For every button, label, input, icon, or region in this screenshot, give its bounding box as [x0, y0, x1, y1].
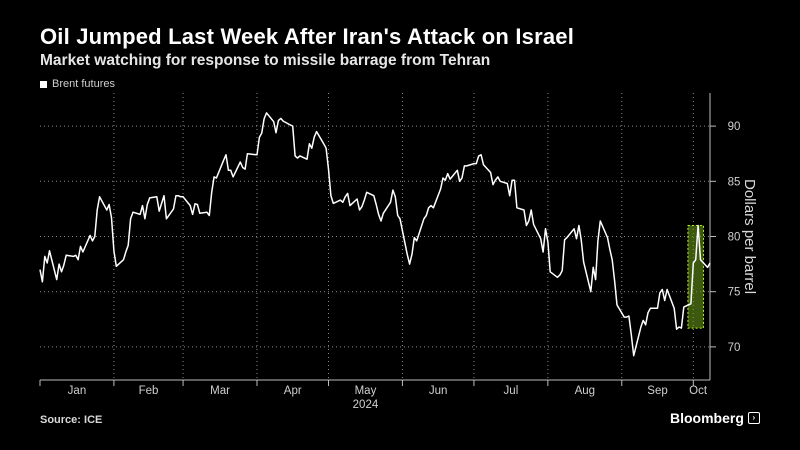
- brand-name: Bloomberg: [670, 410, 744, 426]
- y-tick-label: 70: [728, 342, 741, 354]
- y-axis-title: Dollars per barrel: [741, 179, 758, 294]
- x-tick-label: Feb: [139, 385, 159, 397]
- gridlines: [40, 93, 710, 380]
- x-tick-label: Apr: [284, 385, 302, 397]
- x-tick-label: Jun: [429, 385, 448, 397]
- y-tick-label: 80: [728, 232, 741, 244]
- highlight-rect: [687, 224, 704, 329]
- chart-subtitle: Market watching for response to missile …: [40, 52, 491, 69]
- terminal-icon: ›: [747, 412, 760, 424]
- y-tick-label: 90: [728, 121, 741, 133]
- x-tick-label: Sep: [647, 385, 667, 397]
- source-note: Source: ICE: [40, 414, 103, 426]
- x-axis-year-label: 2024: [353, 399, 379, 411]
- brand-logo: Bloomberg ›: [670, 410, 760, 426]
- legend-swatch: [40, 80, 47, 88]
- x-tick-label: Aug: [575, 385, 595, 397]
- chart-title: Oil Jumped Last Week After Iran's Attack…: [40, 24, 575, 49]
- highlight-box: [687, 224, 704, 329]
- x-tick-label: Oct: [689, 385, 708, 397]
- legend: Brent futures: [40, 78, 115, 90]
- y-tick-label: 85: [728, 176, 741, 188]
- tick-labels: 70 75 80 85 90 Jan Feb Mar Apr May Jun Jul Aug Sep Oct…: [68, 121, 758, 411]
- series-line-brent-futures: [39, 112, 711, 357]
- legend-label: Brent futures: [52, 78, 115, 90]
- x-tick-label: Mar: [210, 385, 230, 397]
- x-tick-label: Jan: [68, 385, 87, 397]
- y-tick-label: 75: [728, 287, 741, 299]
- x-tick-label: Jul: [504, 385, 519, 397]
- axes: [39, 93, 716, 386]
- x-tick-label: May: [355, 385, 377, 397]
- series-layer: [39, 112, 711, 357]
